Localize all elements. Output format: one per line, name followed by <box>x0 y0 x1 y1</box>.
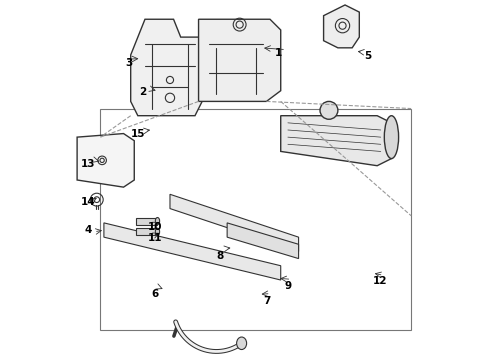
Text: 10: 10 <box>147 222 162 232</box>
Text: 12: 12 <box>373 276 387 286</box>
Text: 11: 11 <box>147 233 162 243</box>
Text: 9: 9 <box>284 282 292 292</box>
Text: 3: 3 <box>125 58 132 68</box>
Ellipse shape <box>155 217 160 225</box>
Polygon shape <box>77 134 134 187</box>
Polygon shape <box>323 5 359 48</box>
Polygon shape <box>198 19 281 102</box>
Ellipse shape <box>155 228 160 235</box>
Text: 6: 6 <box>151 289 159 299</box>
Text: 13: 13 <box>81 159 96 169</box>
Text: 8: 8 <box>217 251 223 261</box>
Text: 5: 5 <box>365 51 372 61</box>
Text: 7: 7 <box>264 296 271 306</box>
Polygon shape <box>131 19 202 116</box>
Polygon shape <box>136 228 157 235</box>
Polygon shape <box>136 217 157 225</box>
Polygon shape <box>227 223 298 258</box>
Polygon shape <box>170 194 298 251</box>
Text: 15: 15 <box>130 129 145 139</box>
Polygon shape <box>104 223 281 280</box>
Text: 1: 1 <box>275 48 283 58</box>
Polygon shape <box>281 116 392 166</box>
Text: 14: 14 <box>81 197 96 207</box>
Text: 4: 4 <box>85 225 92 235</box>
Ellipse shape <box>320 102 338 119</box>
Ellipse shape <box>237 337 246 350</box>
Text: 2: 2 <box>140 87 147 98</box>
Ellipse shape <box>384 116 398 158</box>
